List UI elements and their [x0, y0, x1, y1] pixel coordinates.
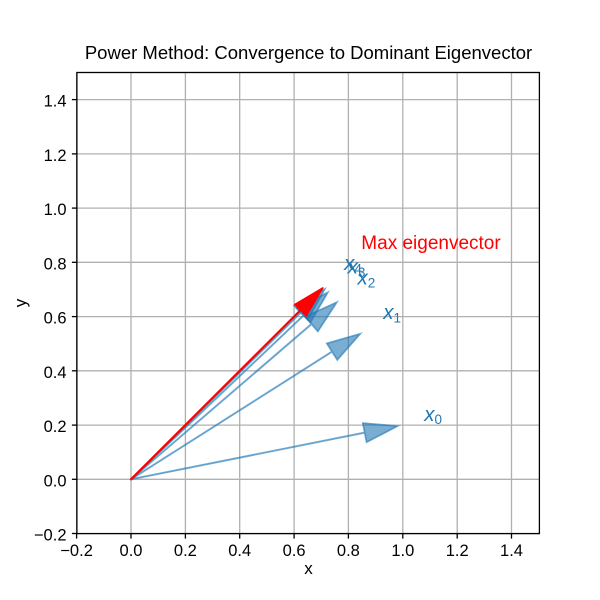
svg-text:0.8: 0.8 [337, 542, 360, 560]
svg-text:x1: x1 [382, 301, 401, 325]
svg-text:1.0: 1.0 [44, 201, 67, 219]
svg-text:−0.2: −0.2 [34, 527, 67, 545]
svg-text:−0.2: −0.2 [60, 542, 93, 560]
svg-text:0.0: 0.0 [44, 472, 67, 490]
svg-text:1.2: 1.2 [446, 542, 469, 560]
svg-text:0.4: 0.4 [228, 542, 251, 560]
svg-text:0.6: 0.6 [44, 310, 67, 328]
svg-text:0.2: 0.2 [174, 542, 197, 560]
svg-text:0.8: 0.8 [44, 255, 67, 273]
svg-text:x3: x3 [347, 256, 366, 280]
svg-text:x4: x4 [343, 252, 362, 276]
svg-text:1.4: 1.4 [500, 542, 523, 560]
svg-text:0.2: 0.2 [44, 418, 67, 436]
svg-text:0.0: 0.0 [120, 542, 143, 560]
svg-text:Power Method: Convergence to D: Power Method: Convergence to Dominant Ei… [85, 42, 532, 63]
svg-text:x: x [304, 559, 313, 578]
svg-text:1.0: 1.0 [391, 542, 414, 560]
svg-text:y: y [11, 298, 30, 307]
svg-text:x2: x2 [357, 267, 376, 291]
svg-text:0.4: 0.4 [44, 364, 67, 382]
svg-text:Max eigenvector: Max eigenvector [361, 233, 501, 254]
svg-text:1.4: 1.4 [44, 93, 67, 111]
svg-text:x0: x0 [423, 403, 442, 427]
svg-text:1.2: 1.2 [44, 147, 67, 165]
svg-text:0.6: 0.6 [283, 542, 306, 560]
